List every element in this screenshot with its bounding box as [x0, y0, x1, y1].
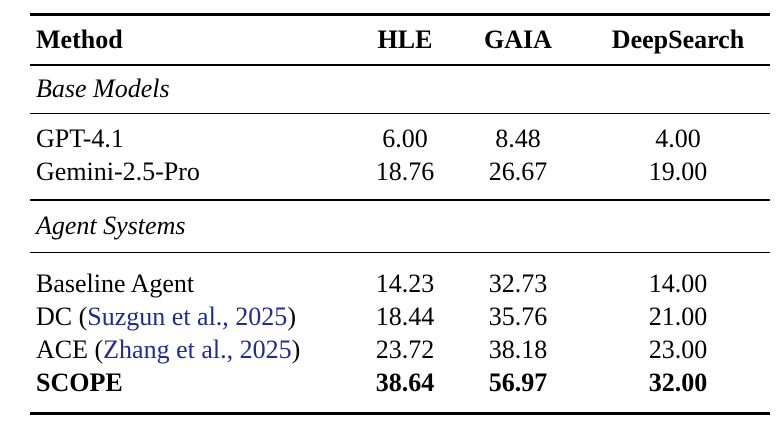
- method-name: ACE (: [36, 335, 104, 364]
- deepsearch-value: 32.00: [648, 368, 708, 397]
- mid-rule: [30, 64, 770, 66]
- gaia-value: 26.67: [488, 157, 548, 186]
- table-row-gpt-4-1: GPT-4.1 6.00 8.48 4.00: [30, 122, 770, 155]
- hle-value: 6.00: [382, 124, 428, 153]
- method-cell: GPT-4.1: [36, 124, 124, 153]
- deepsearch-value: 4.00: [655, 124, 701, 153]
- table-row-ace: ACE (Zhang et al., 2025) 23.72 38.18 23.…: [30, 333, 770, 366]
- table-row-dc: DC (Suzgun et al., 2025) 18.44 35.76 21.…: [30, 300, 770, 333]
- method-cell: ACE (Zhang et al., 2025): [30, 333, 360, 366]
- citation-link[interactable]: Suzgun et al., 2025: [87, 302, 288, 331]
- hle-value: 38.64: [375, 368, 435, 397]
- deepsearch-value: 19.00: [648, 157, 708, 186]
- table-header-row: Method HLE GAIA DeepSearch: [30, 16, 770, 64]
- deepsearch-value: 23.00: [648, 335, 708, 364]
- column-header-hle: HLE: [377, 25, 433, 54]
- table-row-scope: SCOPE 38.64 56.97 32.00: [30, 366, 770, 399]
- method-cell: DC (Suzgun et al., 2025): [30, 300, 360, 333]
- method-cell: Baseline Agent: [36, 269, 195, 298]
- method-cell: Gemini-2.5-Pro: [36, 157, 200, 186]
- section-label-agent-systems: Agent Systems: [36, 211, 186, 240]
- table-row-baseline-agent: Baseline Agent 14.23 32.73 14.00: [30, 267, 770, 300]
- hle-value: 23.72: [375, 335, 435, 364]
- method-cell: SCOPE: [36, 368, 123, 397]
- deepsearch-value: 14.00: [648, 269, 708, 298]
- gaia-value: 56.97: [488, 368, 548, 397]
- table-row-gemini-2-5-pro: Gemini-2.5-Pro 18.76 26.67 19.00: [30, 155, 770, 188]
- method-suffix: ): [291, 335, 301, 364]
- gaia-value: 8.48: [495, 124, 541, 153]
- column-header-gaia: GAIA: [484, 25, 552, 54]
- hle-value: 18.76: [375, 157, 435, 186]
- method-name: DC (: [36, 302, 88, 331]
- hle-value: 18.44: [375, 302, 435, 331]
- gaia-value: 35.76: [488, 302, 548, 331]
- mid-rule: [30, 251, 770, 253]
- citation-link[interactable]: Zhang et al., 2025: [103, 335, 292, 364]
- base-models-rows: GPT-4.1 6.00 8.48 4.00 Gemini-2.5-Pro 18…: [30, 114, 770, 199]
- section-row-agent-systems: Agent Systems: [30, 201, 770, 252]
- hle-value: 14.23: [375, 269, 435, 298]
- deepsearch-value: 21.00: [648, 302, 708, 331]
- method-suffix: ): [287, 302, 296, 331]
- bottom-rule: [30, 412, 770, 415]
- column-header-deepsearch: DeepSearch: [611, 25, 745, 54]
- section-label-base-models: Base Models: [36, 74, 170, 103]
- mid-rule: [30, 112, 770, 114]
- mid-rule: [30, 199, 770, 201]
- top-rule: [30, 13, 770, 16]
- gaia-value: 38.18: [488, 335, 548, 364]
- results-table: Method HLE GAIA DeepSearch Base Models G…: [30, 13, 770, 415]
- section-row-base-models: Base Models: [30, 66, 770, 113]
- agent-systems-rows: Baseline Agent 14.23 32.73 14.00 DC (Suz…: [30, 253, 770, 412]
- gaia-value: 32.73: [488, 269, 548, 298]
- column-header-method: Method: [36, 25, 123, 54]
